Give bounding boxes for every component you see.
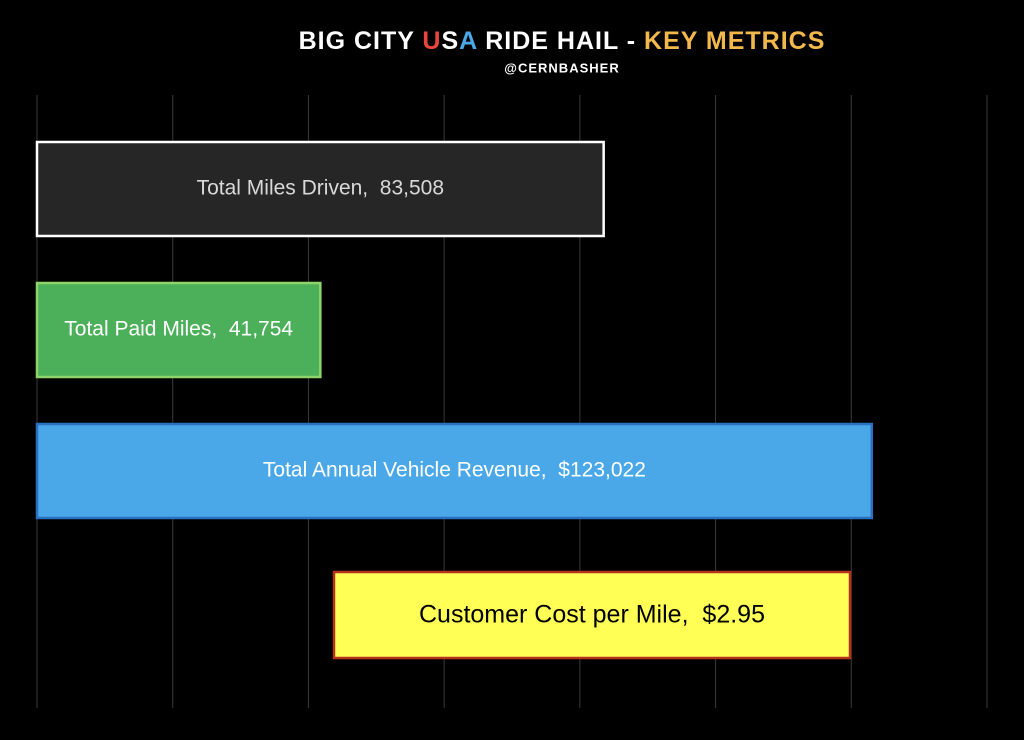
data-label: Total Miles Driven, 83,508 — [197, 177, 444, 200]
bar — [35, 422, 874, 520]
chart-subtitle: @CERNBASHER — [504, 60, 619, 75]
data-label: Total Annual Vehicle Revenue, $123,022 — [263, 459, 646, 482]
annotation: Customer Cost per Mile, $2.95 — [419, 601, 765, 629]
data-label: Total Paid Miles, 41,754 — [64, 318, 293, 341]
annotation-box — [332, 570, 852, 660]
bar — [35, 281, 322, 379]
title-part: KEY METRICS — [644, 27, 825, 55]
chart-title: BIG CITY USA RIDE HAIL - KEY METRICS — [299, 27, 826, 55]
title-part: BIG CITY — [299, 27, 423, 55]
title-part: A — [459, 27, 477, 55]
title-part: RIDE HAIL - — [477, 27, 644, 55]
title-part: U — [422, 27, 441, 55]
bar — [35, 140, 605, 238]
title-part: S — [441, 27, 459, 55]
